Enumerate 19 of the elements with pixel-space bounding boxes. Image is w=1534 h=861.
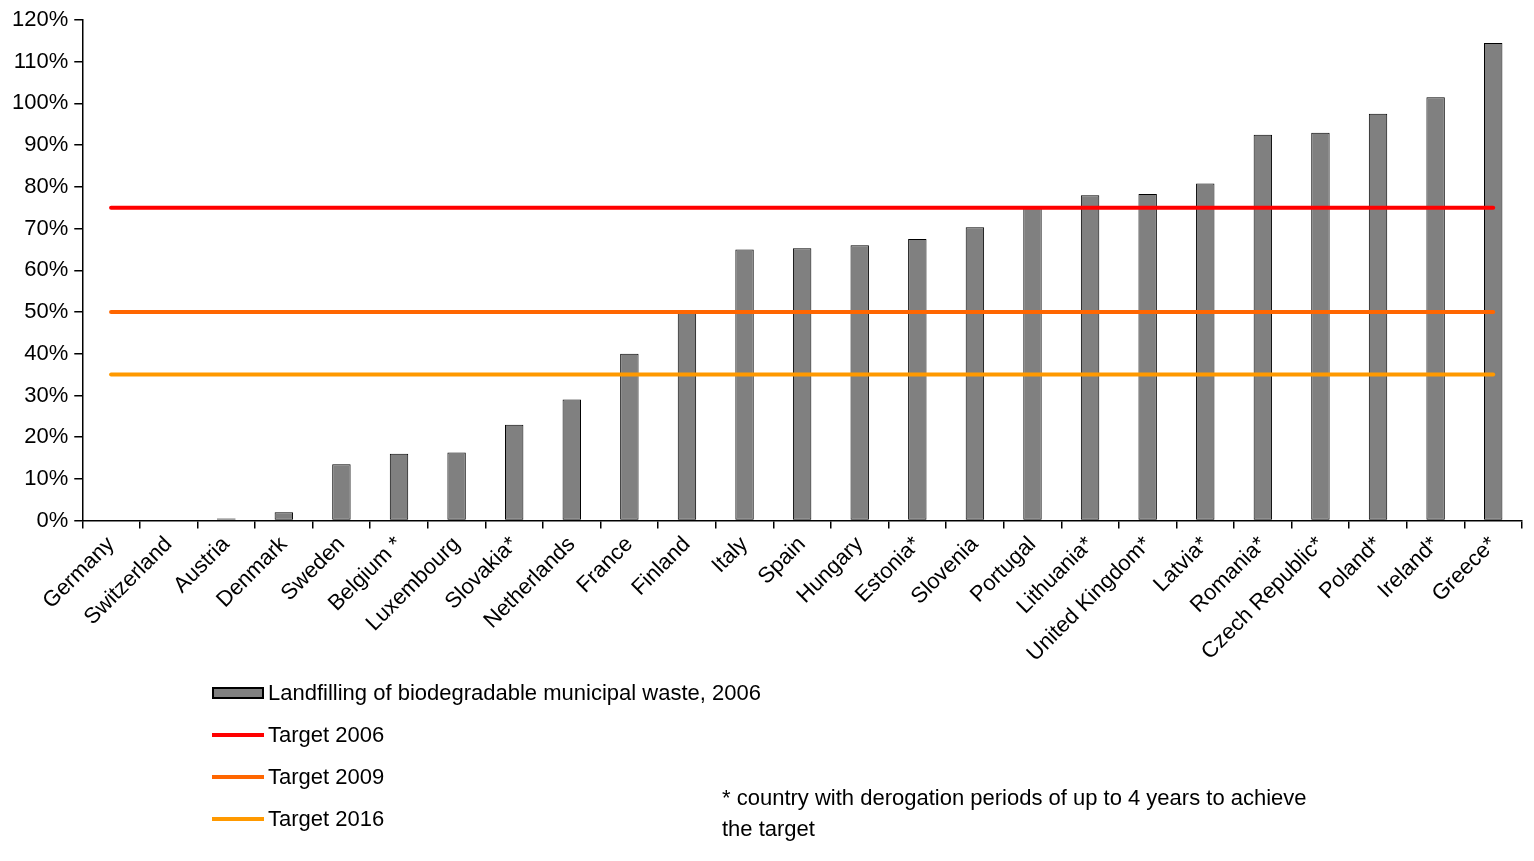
y-tick-label: 110% [13,47,69,73]
y-tick-label: 30% [24,381,69,407]
y-tick-label: 20% [24,423,69,449]
y-tick-label: 40% [24,339,69,365]
y-tick-label: 10% [24,464,69,490]
y-tick-label: 100% [11,89,69,115]
legend-label: Target 2006 [268,722,385,748]
legend-label: Landfilling of biodegradable municipal waste, 2006 [268,680,761,706]
legend-label: Target 2016 [268,806,385,832]
y-tick-label: 0% [36,506,69,532]
legend-label: Target 2009 [268,764,385,790]
y-tick-label: 90% [24,131,69,157]
y-tick-label: 50% [24,298,69,324]
y-tick-label: 60% [24,256,69,282]
x-tick-label: Italy [706,531,753,578]
y-tick-label: 120% [11,6,69,32]
y-tick-label: 80% [24,172,69,198]
y-tick-label: 70% [24,214,69,240]
text: * country with derogation periods of up to 4 years to achieve the target [722,784,1308,843]
